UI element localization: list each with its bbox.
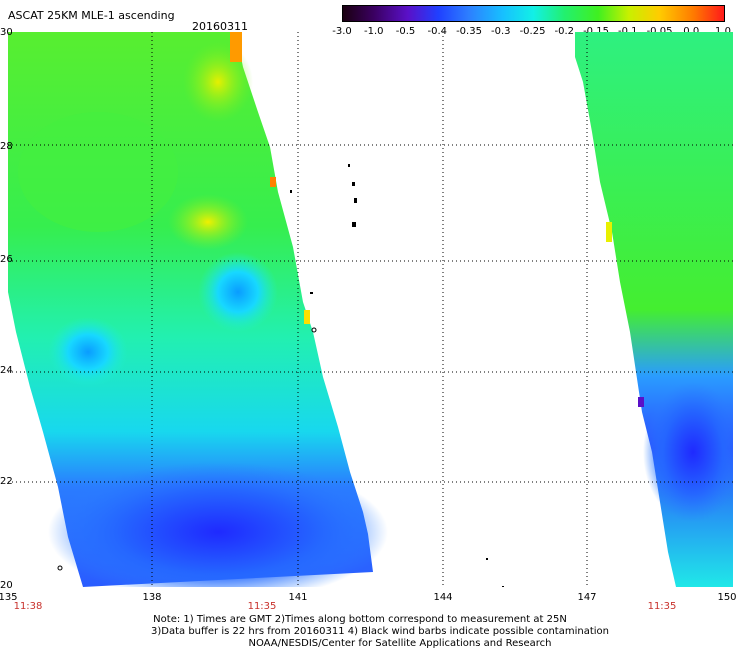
color-scale-tick-label: -0.2	[554, 26, 575, 37]
purple-pixel	[638, 397, 644, 407]
blue-patch	[643, 382, 733, 522]
yellow-patch	[183, 42, 253, 122]
color-scale-tick-label: -0.25	[519, 26, 546, 37]
blue-patch	[48, 462, 388, 587]
lat-label: 28	[0, 141, 13, 152]
yellow-patch	[168, 194, 248, 250]
color-scale-labels: -3.0 -1.0 -0.5 -0.4 -0.35 -0.3 -0.25 -0.2 -0.15-…	[328, 26, 738, 38]
lon-label: 147	[577, 592, 597, 603]
color-scale-tick-label: -0.4	[427, 26, 448, 37]
color-scale-tick-label: -0.15	[583, 26, 609, 37]
note-line: Note: 1) Times are GMT 2)Times along bot…	[153, 614, 567, 625]
footnotes: Note: 1) Times are GMT 2)Times along bot…	[0, 614, 740, 650]
credit-line: NOAA/NESDIS/Center for Satellite Applica…	[248, 638, 552, 649]
map-date: 20160311	[192, 20, 248, 33]
color-scale-tick-label: 1.0	[715, 26, 731, 37]
lat-lon-grid	[8, 32, 733, 587]
cyan-patch	[198, 252, 278, 332]
color-scale-tick-label: -0.1	[617, 26, 638, 37]
wind-map	[8, 32, 733, 587]
pass-time: 11:35	[247, 601, 277, 612]
lat-label: 26	[0, 254, 13, 265]
orange-pixel	[270, 177, 276, 187]
lon-label: 138	[142, 592, 162, 603]
island-outlines	[57, 164, 504, 587]
lon-label: 141	[288, 592, 308, 603]
color-scale-tick-label: -0.5	[395, 26, 416, 37]
lon-label: 150	[717, 592, 737, 603]
color-scale-tick-label: 0.0	[683, 26, 700, 37]
color-scale-tick-label: -1.0	[363, 26, 384, 37]
lat-label: 22	[0, 476, 13, 487]
lon-label: 144	[433, 592, 453, 603]
yellow-pixel	[304, 310, 310, 324]
pass-time: 11:38	[13, 601, 43, 612]
color-scale-bar	[342, 5, 725, 22]
yellow-pixel	[606, 222, 612, 242]
color-scale-tick-label: -0.35	[456, 26, 482, 37]
color-scale-tick-label: -3.0	[332, 26, 352, 37]
map-title: ASCAT 25KM MLE-1 ascending	[8, 9, 175, 22]
lat-label: 20	[0, 580, 13, 591]
cyan-patch	[48, 317, 128, 387]
color-scale-tick-label: -0.3	[490, 26, 511, 37]
color-scale-tick-label: -0.05	[646, 26, 673, 37]
lon-label: 135	[0, 592, 18, 603]
orange-pixel	[230, 32, 242, 62]
lat-label: 24	[0, 365, 13, 376]
note-line: 3)Data buffer is 22 hrs from 20160311 4)…	[151, 626, 609, 637]
lat-label: 30	[0, 27, 13, 38]
green-core	[18, 112, 178, 232]
pass-time: 11:35	[647, 601, 677, 612]
